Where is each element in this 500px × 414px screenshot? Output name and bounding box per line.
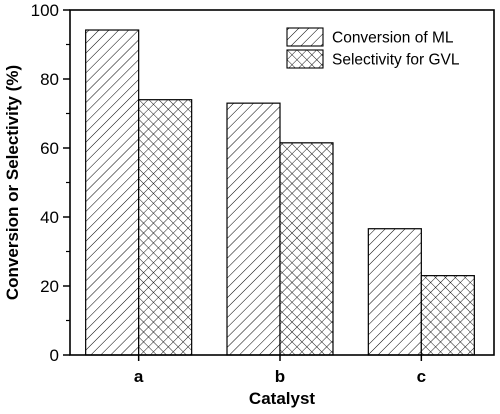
bars-group — [85, 29, 475, 356]
y-tick-label-60: 60 — [40, 139, 59, 158]
legend-swatch-series-1 — [286, 27, 324, 47]
bar-a-series-1 — [85, 29, 140, 356]
y-axis-title: Conversion or Selectivity (%) — [3, 65, 22, 300]
bar-b-series-2 — [279, 142, 334, 356]
y-tick-label-100: 100 — [31, 1, 59, 20]
y-tick-label-40: 40 — [40, 208, 59, 227]
legend-label-series-2: Selectivity for GVL — [332, 52, 460, 69]
y-tick-label-20: 20 — [40, 277, 59, 296]
x-tick-label-c: c — [417, 367, 426, 386]
bar-c-series-2 — [420, 275, 475, 356]
y-tick-label-80: 80 — [40, 70, 59, 89]
bar-a-series-2 — [138, 99, 193, 356]
x-axis-title: Catalyst — [249, 389, 315, 408]
axes-group: a b c 0 20 40 60 80 100 Catalyst Conversion or Sel… — [3, 1, 495, 408]
y-tick-label-0: 0 — [50, 346, 59, 365]
x-tick-label-a: a — [134, 367, 144, 386]
legend-swatch-series-2 — [286, 49, 324, 69]
x-tick-label-b: b — [275, 367, 285, 386]
legend: Conversion of ML Selectivity for GVL — [286, 27, 460, 69]
bar-b-series-1 — [226, 102, 281, 356]
legend-label-series-1: Conversion of ML — [332, 30, 454, 47]
bar-c-series-1 — [367, 228, 422, 356]
